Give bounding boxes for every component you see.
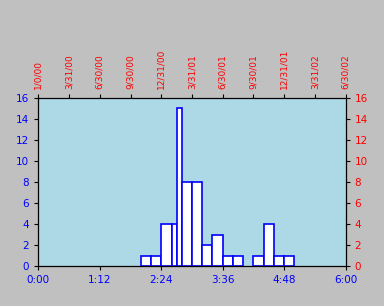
Bar [212,235,223,266]
Bar [284,256,295,266]
Bar [182,182,192,266]
Bar [141,256,151,266]
Bar [264,224,274,266]
Bar [172,224,177,266]
Bar [151,256,161,266]
Bar [253,256,264,266]
Bar [161,224,172,266]
Bar [274,256,284,266]
Bar [223,256,233,266]
Bar [233,256,243,266]
Bar [202,245,212,266]
Bar [192,182,202,266]
Bar [177,108,182,266]
